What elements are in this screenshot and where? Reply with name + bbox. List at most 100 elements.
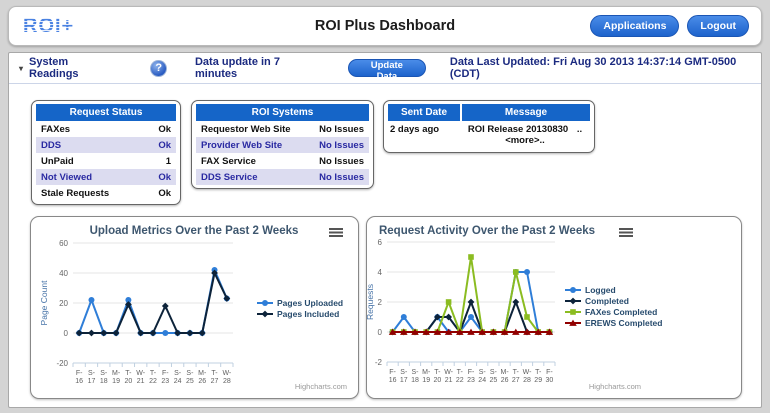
legend-label[interactable]: Logged xyxy=(585,285,616,295)
data-point xyxy=(500,328,509,335)
help-icon[interactable]: ? xyxy=(150,59,167,77)
data-point xyxy=(478,328,486,335)
sent-date-header: Sent Date xyxy=(388,104,460,121)
table-row: DDS Ok xyxy=(36,137,176,153)
data-point xyxy=(512,298,520,306)
data-point xyxy=(125,297,132,303)
row-value: 1 xyxy=(165,155,171,167)
row-label: Not Viewed xyxy=(41,171,93,183)
x-label: 28 xyxy=(223,378,231,385)
data-point xyxy=(433,328,442,335)
message-header: Message xyxy=(462,104,590,121)
x-label: T- xyxy=(211,370,218,377)
row-label: Stale Requests xyxy=(41,187,110,199)
data-point xyxy=(262,300,268,306)
x-label: F- xyxy=(468,369,475,376)
message-more-link[interactable]: ..<more>.. xyxy=(505,124,583,146)
data-point xyxy=(445,299,452,305)
logout-button[interactable]: Logout xyxy=(687,15,749,37)
row-value: Ok xyxy=(158,187,171,199)
data-point xyxy=(468,314,474,320)
x-label: 17 xyxy=(88,378,96,385)
row-value: No Issues xyxy=(319,123,364,135)
header-buttons: Applications Logout xyxy=(590,15,749,37)
x-label: 16 xyxy=(75,378,83,385)
message-text: ROI Release 20130830 ..<more>.. xyxy=(462,124,588,146)
x-label: T- xyxy=(535,369,542,376)
y-tick-label: 4 xyxy=(378,268,383,277)
highcharts-credit[interactable]: Highcharts.com xyxy=(589,382,641,391)
row-value: Ok xyxy=(158,171,171,183)
row-value: No Issues xyxy=(319,139,364,151)
table-row: Stale Requests Ok xyxy=(36,185,176,201)
legend-label[interactable]: Completed xyxy=(585,296,629,306)
x-label: 22 xyxy=(149,378,157,385)
data-point xyxy=(545,328,554,335)
x-label: 16 xyxy=(389,377,397,384)
x-label: 19 xyxy=(112,378,120,385)
y-axis-title: Requests xyxy=(367,284,375,320)
data-point xyxy=(162,330,169,336)
x-label: 22 xyxy=(456,377,464,384)
data-point xyxy=(467,328,475,335)
app-header: ROI+ ROI Plus Dashboard Applications Log… xyxy=(8,6,762,46)
x-label: 25 xyxy=(490,377,498,384)
y-tick-label: 40 xyxy=(59,269,68,278)
data-point xyxy=(445,313,452,321)
system-readings-toolbar: ▾ System Readings ? Data update in 7 min… xyxy=(9,53,761,84)
update-data-button[interactable]: Update Data xyxy=(347,59,426,82)
legend-label[interactable]: EREWS Completed xyxy=(585,318,662,328)
x-label: W- xyxy=(523,369,532,376)
request-activity-chart: -2 0 2 4 6 F- 16 S- 17 S- 18 M- 19 T- 20 W- 21 T- 22 F- 23 S-… xyxy=(366,216,742,399)
x-label: F- xyxy=(76,370,83,377)
data-point xyxy=(88,297,95,303)
x-label: F- xyxy=(162,370,169,377)
y-tick-label: 2 xyxy=(378,298,383,307)
data-point xyxy=(467,298,475,306)
x-label: F- xyxy=(546,369,553,376)
row-value: Ok xyxy=(158,139,171,151)
x-label: M- xyxy=(198,370,207,377)
chart-title: Request Activity Over the Past 2 Weeks xyxy=(379,225,595,237)
x-label: S- xyxy=(100,370,108,377)
x-label: 29 xyxy=(534,377,542,384)
row-label: Provider Web Site xyxy=(201,139,283,151)
table-row: Not Viewed Ok xyxy=(36,169,176,185)
row-label: UnPaid xyxy=(41,155,74,167)
data-point xyxy=(75,329,83,337)
request-status-table: Request Status FAXes Ok DDS Ok UnPaid 1 Not Vi… xyxy=(31,100,181,205)
legend-label[interactable]: Pages Included xyxy=(277,309,339,319)
y-tick-label: 6 xyxy=(378,238,383,247)
data-point xyxy=(422,328,430,335)
data-point xyxy=(513,269,519,275)
x-label: 21 xyxy=(445,377,453,384)
legend-label[interactable]: Pages Uploaded xyxy=(277,298,343,308)
data-point xyxy=(261,310,269,318)
data-point xyxy=(489,328,498,335)
x-label: 18 xyxy=(100,378,108,385)
collapse-triangle-icon[interactable]: ▾ xyxy=(19,63,24,73)
legend-label[interactable]: FAXes Completed xyxy=(585,307,657,317)
row-label: FAX Service xyxy=(201,155,256,167)
data-point xyxy=(456,328,464,335)
table-row: Provider Web Site No Issues xyxy=(196,137,369,153)
table-row: FAXes Ok xyxy=(36,121,176,137)
data-point xyxy=(400,328,408,335)
series-line xyxy=(392,256,550,333)
x-label: 25 xyxy=(186,378,194,385)
chart-menu-icon[interactable] xyxy=(329,228,343,237)
chart-menu-icon[interactable] xyxy=(619,228,633,237)
request-status-header: Request Status xyxy=(36,104,176,121)
x-label: 17 xyxy=(400,377,408,384)
x-label: 21 xyxy=(137,378,145,385)
data-point xyxy=(100,329,108,337)
data-point xyxy=(569,297,577,305)
x-label: S- xyxy=(174,370,182,377)
highcharts-credit[interactable]: Highcharts.com xyxy=(295,382,347,391)
roi-systems-table: ROI Systems Requestor Web Site No Issues P… xyxy=(191,100,374,189)
row-value: No Issues xyxy=(319,171,364,183)
applications-button[interactable]: Applications xyxy=(590,15,680,37)
request-activity-svg: -20246F-16S-17S-18M-19T-20W-21T-22F-23S-… xyxy=(367,225,662,391)
data-point xyxy=(523,328,531,335)
data-point xyxy=(411,328,419,335)
